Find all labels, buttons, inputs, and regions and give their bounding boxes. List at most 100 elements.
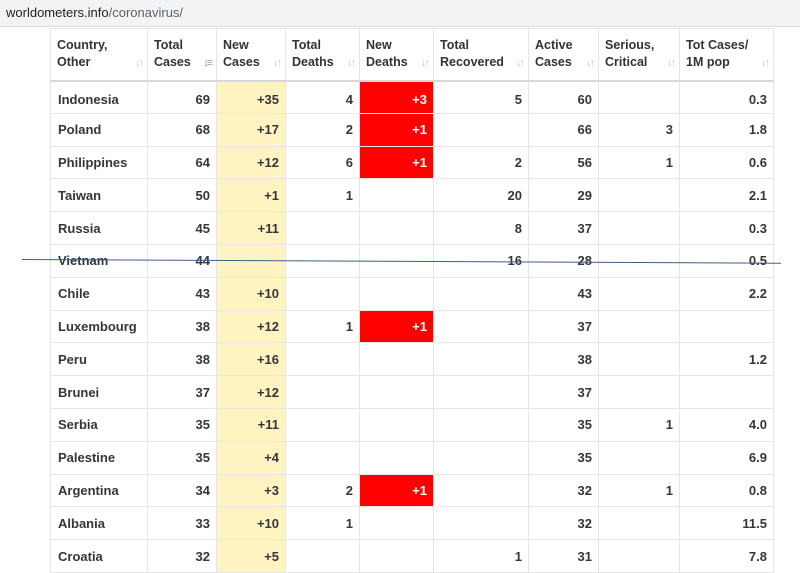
cases-per-million-cell: 1.2 (679, 342, 774, 377)
country-cell[interactable]: Chile (50, 276, 148, 311)
cases-per-million-cell: 11.5 (679, 506, 774, 541)
new-deaths-cell (359, 407, 434, 442)
total-deaths-cell (285, 276, 360, 311)
table-row: Taiwan 50 +1 1 20 29 2.1 (50, 178, 774, 213)
total-recovered-cell: 5 (433, 80, 529, 114)
table-row: Chile 43 +10 43 2.2 (50, 276, 774, 311)
cases-per-million-cell: 0.8 (679, 473, 774, 508)
sort-icon: ↓↑ (273, 56, 282, 69)
serious-critical-cell (598, 539, 680, 573)
country-cell[interactable]: Vietnam (50, 243, 148, 278)
active-cases-cell: 31 (528, 539, 599, 573)
total-recovered-cell: 2 (433, 145, 529, 180)
total-recovered-cell (433, 112, 529, 147)
country-cell[interactable]: Indonesia (50, 80, 148, 114)
header-label-line2: Critical (605, 55, 648, 70)
address-bar[interactable]: worldometers.info/coronavirus/ (0, 0, 800, 27)
header-label-line1: Active (535, 38, 573, 53)
new-cases-cell: +4 (216, 440, 286, 475)
new-cases-cell: +11 (216, 407, 286, 442)
total-cases-cell: 37 (147, 375, 217, 409)
country-cell[interactable]: Philippines (50, 145, 148, 180)
sort-icon: ↓↑ (135, 56, 144, 69)
serious-critical-cell (598, 211, 680, 245)
country-cell[interactable]: Russia (50, 211, 148, 245)
header-label-line2: Deaths (292, 55, 334, 70)
table-row: Poland 68 +17 2 +1 66 3 1.8 (50, 112, 774, 147)
country-cell[interactable]: Taiwan (50, 178, 148, 213)
total-recovered-cell (433, 309, 529, 344)
table-row: Luxembourg 38 +12 1 +1 37 (50, 309, 774, 344)
total-deaths-cell: 6 (285, 145, 360, 180)
total-deaths-cell (285, 539, 360, 573)
country-cell[interactable]: Peru (50, 342, 148, 377)
header-label-line1: Country, (57, 38, 108, 53)
header-serious-critical[interactable]: Serious, Critical ↓↑ (598, 28, 680, 82)
total-deaths-cell: 4 (285, 80, 360, 114)
new-cases-cell (216, 243, 286, 278)
total-recovered-cell: 20 (433, 178, 529, 213)
header-new-deaths[interactable]: New Deaths ↓↑ (359, 28, 434, 82)
header-label-line1: Total (440, 38, 469, 53)
sort-icon: ↓↑ (667, 56, 676, 69)
header-label-line1: Tot Cases/ (686, 38, 749, 53)
header-total-cases[interactable]: Total Cases ↓≡ (147, 28, 217, 82)
total-cases-cell: 35 (147, 407, 217, 442)
header-label-line2: Other (57, 55, 91, 70)
new-cases-cell: +1 (216, 178, 286, 213)
country-cell[interactable]: Poland (50, 112, 148, 147)
new-deaths-cell (359, 276, 434, 311)
table-row: Peru 38 +16 38 1.2 (50, 342, 774, 377)
sort-icon: ↓↑ (347, 56, 356, 69)
new-cases-cell: +12 (216, 309, 286, 344)
table-row: Vietnam 44 16 28 0.5 (50, 243, 774, 278)
header-cases-per-million[interactable]: Tot Cases/1M pop ↓↑ (679, 28, 774, 82)
cases-per-million-cell: 1.8 (679, 112, 774, 147)
new-cases-cell: +12 (216, 375, 286, 409)
total-deaths-cell (285, 440, 360, 475)
total-cases-cell: 44 (147, 243, 217, 278)
url-path: /coronavirus/ (108, 5, 184, 20)
header-country[interactable]: Country, Other ↓↑ (50, 28, 148, 82)
header-new-cases[interactable]: New Cases ↓↑ (216, 28, 286, 82)
cases-per-million-cell: 2.2 (679, 276, 774, 311)
new-deaths-cell (359, 506, 434, 541)
serious-critical-cell: 1 (598, 473, 680, 508)
header-label-line2: 1M pop (686, 55, 730, 70)
new-cases-cell: +11 (216, 211, 286, 245)
active-cases-cell: 66 (528, 112, 599, 147)
total-cases-cell: 35 (147, 440, 217, 475)
new-deaths-cell (359, 539, 434, 573)
cases-per-million-cell (679, 375, 774, 409)
header-active-cases[interactable]: Active Cases ↓↑ (528, 28, 599, 82)
country-cell[interactable]: Brunei (50, 375, 148, 409)
total-recovered-cell: 8 (433, 211, 529, 245)
country-cell[interactable]: Serbia (50, 407, 148, 442)
active-cases-cell: 37 (528, 375, 599, 409)
header-total-recovered[interactable]: Total Recovered ↓↑ (433, 28, 529, 82)
cases-per-million-cell: 4.0 (679, 407, 774, 442)
total-recovered-cell (433, 342, 529, 377)
new-deaths-cell (359, 178, 434, 213)
cases-per-million-cell (679, 309, 774, 344)
total-recovered-cell (433, 276, 529, 311)
country-cell[interactable]: Palestine (50, 440, 148, 475)
country-cell[interactable]: Albania (50, 506, 148, 541)
country-cell[interactable]: Croatia (50, 539, 148, 573)
active-cases-cell: 35 (528, 407, 599, 442)
table-row: Russia 45 +11 8 37 0.3 (50, 211, 774, 245)
serious-critical-cell: 3 (598, 112, 680, 147)
serious-critical-cell (598, 309, 680, 344)
new-deaths-cell: +1 (359, 473, 434, 508)
new-cases-cell: +10 (216, 506, 286, 541)
header-total-deaths[interactable]: Total Deaths ↓↑ (285, 28, 360, 82)
url-text[interactable]: worldometers.info/coronavirus/ (6, 5, 183, 20)
total-cases-cell: 45 (147, 211, 217, 245)
header-label-line2: Recovered (440, 55, 504, 70)
total-deaths-cell (285, 211, 360, 245)
country-cell[interactable]: Argentina (50, 473, 148, 508)
sort-icon: ↓↑ (586, 56, 595, 69)
header-label-line2: Cases (154, 55, 191, 70)
cases-per-million-cell: 0.6 (679, 145, 774, 180)
country-cell[interactable]: Luxembourg (50, 309, 148, 344)
